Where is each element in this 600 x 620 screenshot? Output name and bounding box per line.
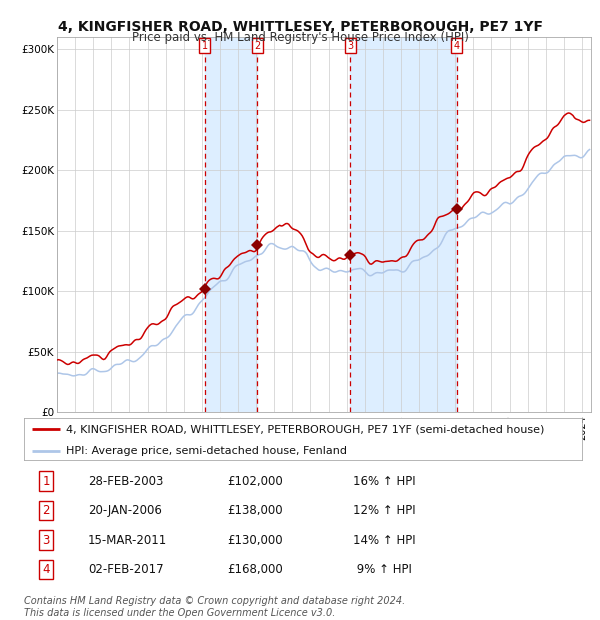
Text: 1: 1 — [202, 41, 208, 51]
Text: 4, KINGFISHER ROAD, WHITTLESEY, PETERBOROUGH, PE7 1YF: 4, KINGFISHER ROAD, WHITTLESEY, PETERBOR… — [58, 20, 542, 34]
Bar — [205, 37, 257, 412]
Text: 2: 2 — [43, 504, 50, 517]
Text: 16% ↑ HPI: 16% ↑ HPI — [353, 475, 416, 488]
Text: 4: 4 — [454, 41, 460, 51]
Text: 28-FEB-2003: 28-FEB-2003 — [88, 475, 164, 488]
Text: £130,000: £130,000 — [227, 534, 283, 547]
Text: 1: 1 — [43, 475, 50, 488]
Text: 15-MAR-2011: 15-MAR-2011 — [88, 534, 167, 547]
Text: £138,000: £138,000 — [227, 504, 283, 517]
Text: 4: 4 — [43, 563, 50, 576]
Text: 9% ↑ HPI: 9% ↑ HPI — [353, 563, 412, 576]
Text: Price paid vs. HM Land Registry's House Price Index (HPI): Price paid vs. HM Land Registry's House … — [131, 31, 469, 44]
Text: 3: 3 — [347, 41, 353, 51]
Text: 2: 2 — [254, 41, 260, 51]
Text: 14% ↑ HPI: 14% ↑ HPI — [353, 534, 416, 547]
Text: £102,000: £102,000 — [227, 475, 283, 488]
Text: 3: 3 — [43, 534, 50, 547]
Text: 12% ↑ HPI: 12% ↑ HPI — [353, 504, 416, 517]
Text: 02-FEB-2017: 02-FEB-2017 — [88, 563, 164, 576]
Text: 20-JAN-2006: 20-JAN-2006 — [88, 504, 162, 517]
Text: HPI: Average price, semi-detached house, Fenland: HPI: Average price, semi-detached house,… — [66, 446, 347, 456]
Bar — [350, 37, 457, 412]
Text: £168,000: £168,000 — [227, 563, 283, 576]
Text: Contains HM Land Registry data © Crown copyright and database right 2024.
This d: Contains HM Land Registry data © Crown c… — [24, 596, 405, 618]
Text: 4, KINGFISHER ROAD, WHITTLESEY, PETERBOROUGH, PE7 1YF (semi-detached house): 4, KINGFISHER ROAD, WHITTLESEY, PETERBOR… — [66, 424, 544, 434]
